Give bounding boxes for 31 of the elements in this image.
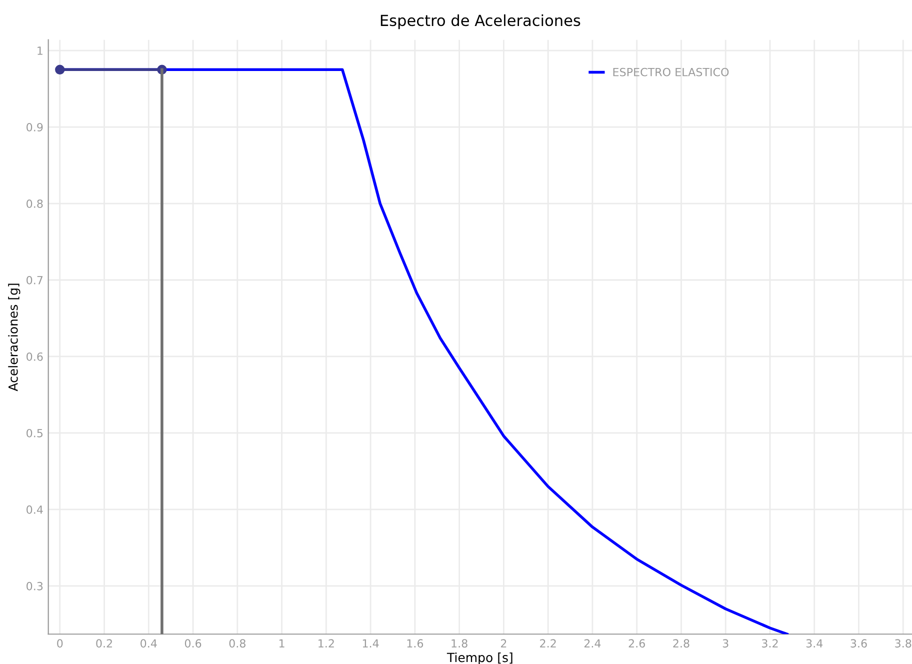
y-tick-label: 1 — [38, 46, 42, 55]
x-tick-label: 0.6 — [184, 639, 202, 648]
x-tick-label: 3.8 — [895, 639, 912, 648]
x-tick-label: 0.4 — [140, 639, 157, 648]
y-tick-label: 0.6 — [26, 352, 43, 361]
y-tick-label: 0.4 — [26, 505, 43, 514]
y-axis-title: Aceleraciones [g] — [8, 284, 20, 392]
x-tick-label: 3.2 — [762, 639, 778, 648]
x-tick-label: 2.6 — [628, 639, 645, 648]
y-tick-label: 0.7 — [26, 276, 43, 284]
x-tick-label: 0 — [57, 639, 63, 648]
x-tick-label: 2 — [500, 639, 506, 648]
x-tick-label: 3.6 — [850, 639, 867, 648]
x-tick-label: 1.8 — [452, 639, 468, 648]
x-tick-label: 0.8 — [229, 639, 246, 648]
x-tick-label: 1.6 — [407, 639, 424, 648]
x-tick-label: 2.2 — [540, 639, 556, 648]
y-tick-label: 0.5 — [26, 428, 43, 438]
x-tick-label: 1 — [279, 639, 284, 648]
y-tick-label: 0.3 — [26, 582, 43, 590]
legend-label: ESPECTRO ELASTICO — [613, 68, 729, 76]
x-tick-label: 0.2 — [96, 639, 112, 648]
x-tick-label: 3 — [722, 639, 728, 648]
x-tick-label: 3.4 — [806, 639, 823, 648]
x-tick-label: 1.2 — [318, 639, 334, 648]
y-tick-label: 0.9 — [26, 123, 43, 132]
x-tick-label: 2.4 — [584, 639, 601, 648]
x-tick-label: 1.4 — [362, 639, 379, 648]
chart-title: Espectro de Aceleraciones — [380, 14, 580, 30]
x-tick-label: 2.8 — [673, 639, 690, 648]
y-tick-label: 0.8 — [26, 199, 43, 208]
